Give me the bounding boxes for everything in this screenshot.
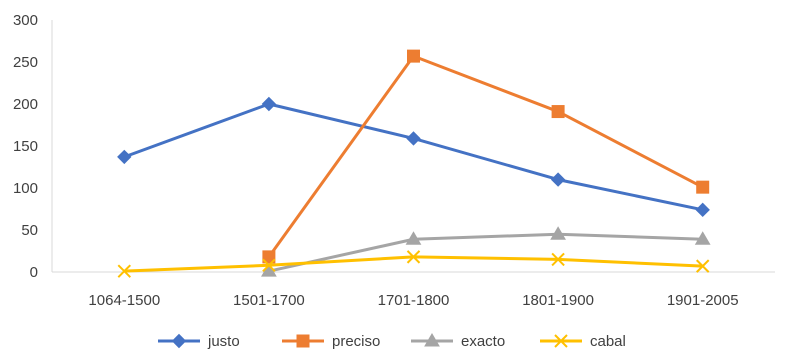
legend-label: exacto	[461, 333, 505, 350]
data-point-cabal	[695, 259, 710, 273]
legend-item-justo: justo	[158, 333, 240, 350]
data-point-exacto	[405, 231, 422, 245]
legend-item-cabal: cabal	[540, 333, 626, 350]
y-tick-label: 300	[13, 12, 38, 29]
data-point-justo	[406, 131, 421, 146]
series-line-cabal	[124, 255, 703, 273]
legend-marker-preciso	[296, 334, 310, 348]
x-tick-label: 1901-2005	[667, 292, 739, 309]
data-point-exacto	[550, 226, 566, 240]
data-point-exacto	[694, 231, 711, 245]
x-axis-ticks: 1064-1500 1501-1700 1701-1800 1801-1900 1901…	[88, 292, 738, 309]
series-line-exacto	[268, 232, 703, 273]
series-markers	[117, 49, 711, 278]
data-point-justo	[261, 96, 277, 112]
y-tick-label: 100	[13, 180, 38, 197]
y-tick-label: 150	[13, 138, 38, 155]
legend-item-preciso: preciso	[282, 333, 380, 350]
legend-label: preciso	[332, 333, 380, 350]
data-point-justo	[550, 172, 566, 187]
data-point-preciso	[696, 180, 710, 194]
data-point-preciso	[551, 105, 565, 119]
legend: justo preciso exacto cabal	[158, 333, 626, 350]
series-line-justo	[123, 102, 704, 212]
data-point-cabal	[117, 264, 132, 278]
x-tick-label: 1501-1700	[233, 292, 305, 309]
data-point-cabal	[262, 258, 276, 272]
chart-axes	[51, 20, 775, 273]
legend-marker-justo	[171, 333, 187, 349]
data-point-preciso	[407, 49, 420, 63]
data-point-justo	[695, 202, 710, 218]
y-axis-ticks: 0 50 100 150 200 250 300	[13, 12, 38, 281]
legend-marker-exacto	[424, 333, 440, 347]
legend-item-exacto: exacto	[411, 333, 505, 350]
x-tick-label: 1064-1500	[88, 292, 160, 309]
y-tick-label: 0	[30, 264, 38, 281]
y-tick-label: 250	[13, 54, 38, 71]
legend-marker-cabal	[554, 334, 568, 348]
legend-label: cabal	[590, 333, 626, 350]
data-point-cabal	[551, 252, 565, 267]
legend-label: justo	[207, 333, 240, 350]
y-tick-label: 50	[21, 222, 38, 239]
x-tick-label: 1701-1800	[378, 292, 450, 309]
data-point-preciso	[262, 250, 276, 264]
x-tick-label: 1801-1900	[522, 292, 594, 309]
series-line-preciso	[267, 54, 704, 258]
data-point-justo	[117, 149, 132, 165]
y-tick-label: 200	[13, 96, 38, 113]
data-point-cabal	[406, 250, 421, 264]
